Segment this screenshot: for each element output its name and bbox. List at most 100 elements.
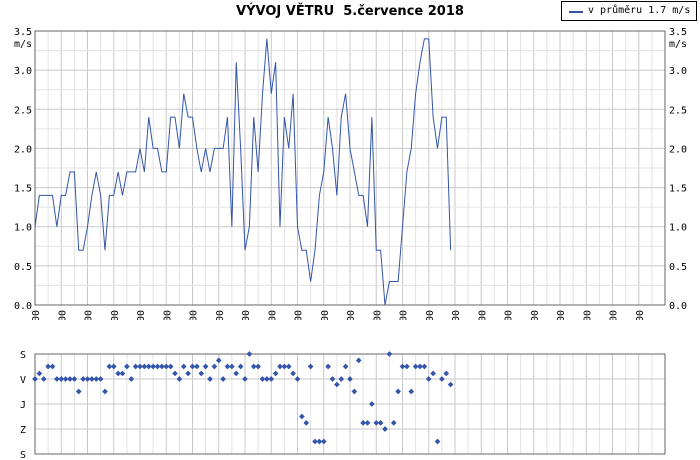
direction-point — [189, 363, 196, 370]
dir-tick-label: Z — [20, 425, 26, 436]
direction-point — [377, 420, 384, 426]
direction-point — [404, 363, 410, 370]
direction-point — [421, 363, 428, 370]
direction-point — [172, 370, 178, 377]
y-tick-label-left: 1.0 — [14, 223, 32, 234]
direction-point — [439, 376, 445, 382]
direction-point — [338, 376, 345, 382]
direction-point — [237, 363, 244, 370]
direction-point — [447, 381, 454, 388]
x-tick-label: 02:00 — [84, 310, 95, 320]
y-tick-label-left: 0.5 — [14, 262, 32, 273]
y-unit-right: m/s — [669, 39, 687, 50]
direction-point — [124, 363, 130, 370]
direction-point — [386, 351, 393, 357]
direction-point — [119, 370, 126, 377]
x-tick-label: 14:00 — [399, 310, 410, 320]
direction-point — [84, 376, 91, 382]
x-tick-label: 10:00 — [294, 310, 305, 320]
y-tick-label-right: 0.0 — [669, 301, 687, 312]
y-unit-left: m/s — [14, 39, 32, 50]
direction-point — [128, 376, 135, 382]
direction-point — [80, 376, 86, 382]
direction-point — [220, 376, 226, 382]
direction-point — [75, 388, 82, 395]
direction-point — [150, 363, 156, 370]
direction-point — [40, 376, 47, 382]
direction-point — [285, 363, 292, 370]
direction-point — [163, 363, 170, 370]
x-tick-label: 09:00 — [267, 310, 278, 320]
x-tick-label: 15:00 — [425, 310, 436, 320]
dir-tick-label: V — [20, 375, 26, 386]
direction-point — [176, 376, 183, 382]
direction-point — [399, 363, 406, 370]
y-tick-label-right: 3.0 — [669, 66, 687, 77]
direction-point — [382, 426, 388, 432]
direction-point — [355, 357, 362, 364]
direction-point — [390, 420, 397, 426]
direction-point — [58, 376, 65, 382]
direction-point — [141, 363, 148, 370]
chart-title: VÝVOJ VĚTRU 5.července 2018 — [236, 4, 464, 19]
direction-point — [93, 376, 100, 382]
direction-point — [443, 370, 450, 377]
dir-plot-frame — [34, 353, 666, 455]
x-tick-label: 01:00 — [57, 310, 68, 320]
x-tick-label: 12:00 — [346, 310, 357, 320]
x-tick-label: 23:00 — [635, 310, 646, 320]
direction-point — [373, 420, 380, 426]
direction-point — [32, 376, 38, 382]
direction-point — [180, 363, 187, 370]
x-tick-label: 05:00 — [162, 310, 173, 320]
x-tick-label: 19:00 — [530, 310, 541, 320]
direction-point — [224, 363, 231, 370]
x-tick-label: 17:00 — [477, 310, 488, 320]
legend-label: v průměru 1.7 m/s — [588, 5, 691, 16]
direction-point — [347, 376, 353, 382]
x-tick-label: 00:00 — [31, 310, 42, 320]
direction-point — [97, 376, 104, 382]
x-tick-label: 08:00 — [241, 310, 252, 320]
y-tick-label-left: 3.5 — [14, 27, 32, 38]
x-tick-label: 21:00 — [582, 310, 593, 320]
direction-point — [272, 370, 279, 377]
direction-point — [49, 363, 56, 370]
direction-point — [246, 351, 253, 357]
direction-point — [36, 370, 43, 377]
direction-point — [360, 420, 366, 426]
wind-speed-chart: 0.0 0.0 0.5 0.5 1.0 1.0 1.5 1.5 2.0 2.0 2.5 2.5 3.0 3… — [14, 27, 687, 320]
direction-point — [102, 388, 108, 395]
y-tick-label-right: 1.5 — [669, 184, 687, 195]
direction-point — [198, 370, 205, 377]
direction-point — [185, 370, 191, 377]
plot-frame — [34, 30, 666, 306]
direction-point — [242, 376, 248, 382]
direction-point — [408, 388, 415, 395]
direction-point — [334, 381, 340, 388]
direction-point — [215, 357, 222, 364]
legend-swatch — [569, 11, 583, 13]
y-tick-label-right: 2.5 — [669, 105, 687, 116]
y-tick-label-right: 3.5 — [669, 27, 687, 38]
direction-point — [89, 376, 95, 382]
direction-point — [303, 420, 310, 426]
y-tick-label-left: 3.0 — [14, 66, 32, 77]
direction-point — [299, 413, 305, 420]
direction-point — [207, 376, 213, 382]
direction-point — [294, 376, 301, 382]
direction-point — [167, 363, 174, 370]
y-tick-label-left: 2.0 — [14, 144, 32, 155]
direction-point — [290, 370, 296, 377]
x-tick-label: 07:00 — [215, 310, 226, 320]
direction-point — [110, 363, 117, 370]
direction-point — [194, 363, 200, 370]
x-tick-label: 13:00 — [372, 310, 383, 320]
direction-point — [137, 363, 143, 370]
direction-point — [395, 388, 401, 395]
direction-point — [434, 438, 441, 445]
direction-point — [233, 370, 240, 377]
direction-point — [264, 376, 270, 382]
direction-point — [154, 363, 161, 370]
direction-point — [320, 438, 327, 445]
